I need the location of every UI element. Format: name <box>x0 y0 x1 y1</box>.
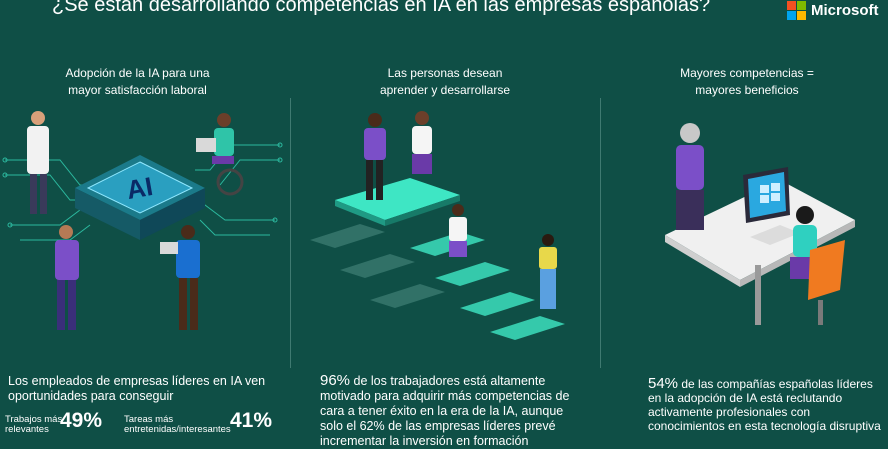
section-heading-line: mayores beneficios <box>695 83 799 97</box>
stat-label: Tareas más entretenidas/interesantes <box>124 415 231 435</box>
section-heading: Mayores competencias = mayores beneficio… <box>652 65 842 99</box>
learning-steps-illustration <box>310 111 565 340</box>
stat-label-line: entretenidas/interesantes <box>124 424 231 435</box>
section-heading-line: Adopción de la IA para una <box>65 66 210 80</box>
section-heading: Las personas desean aprender y desarroll… <box>345 65 545 99</box>
section-description: Los empleados de empresas líderes en IA … <box>8 374 266 403</box>
section-heading: Adopción de la IA para una mayor satisfa… <box>30 65 245 99</box>
highlight-stat: 96% <box>320 372 351 389</box>
column-divider <box>290 98 291 368</box>
stat-label-line: relevantes <box>5 424 49 435</box>
stat-label-line: Trabajos más <box>5 414 63 425</box>
section-heading-line: mayor satisfacción laboral <box>68 83 207 97</box>
highlight-stat: 54% <box>648 375 679 392</box>
section-description-text: de los trabajadores está altamente motiv… <box>320 374 570 448</box>
stat-label: Trabajos más relevantes <box>5 415 62 435</box>
office-desk-illustration <box>665 123 855 325</box>
section-description: 54% de las compañías españolas líderes e… <box>648 375 888 433</box>
ai-chip-illustration: AI <box>2 111 283 330</box>
section-heading-line: aprender y desarrollarse <box>379 83 511 97</box>
stat-value: 41% <box>230 409 273 432</box>
section-heading-line: Las personas desean <box>387 66 503 80</box>
microsoft-logo: Microsoft <box>787 0 879 20</box>
chip-label: AI <box>124 171 155 205</box>
column-divider <box>600 98 601 368</box>
stat-value: 49% <box>60 409 103 432</box>
section-description-text: de las compañías españolas líderes en la… <box>648 377 881 433</box>
microsoft-logo-text: Microsoft <box>811 1 879 19</box>
page-title: ¿Se están desarrollando competencias en … <box>52 0 711 16</box>
stat-label-line: Tareas más <box>124 414 174 425</box>
section-description: 96% de los trabajadores está altamente m… <box>320 373 588 449</box>
microsoft-logo-icon <box>787 0 806 20</box>
section-heading-line: Mayores competencias = <box>680 66 814 80</box>
